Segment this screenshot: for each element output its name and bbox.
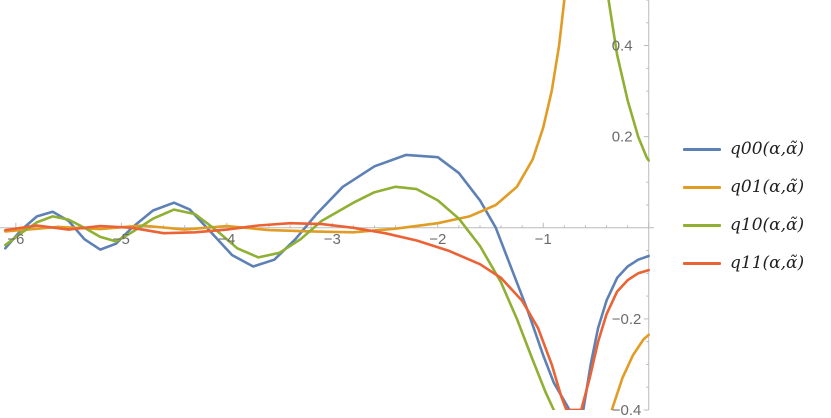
x-tick-label: −1	[535, 231, 552, 248]
legend-item-q11: q11(α,α̃)	[683, 244, 804, 282]
series-line-1-seg-1	[610, 333, 650, 410]
series-line-2-seg-0	[4, 185, 556, 410]
legend-item-q01: q01(α,α̃)	[683, 168, 804, 206]
series-line-3-seg-0	[4, 221, 650, 410]
legend-swatch-q00	[683, 147, 721, 151]
x-tick-label: −5	[113, 231, 130, 248]
x-tick-label: −3	[324, 231, 341, 248]
series-line-2-seg-1	[607, 0, 650, 162]
legend-item-q10: q10(α,α̃)	[683, 206, 804, 244]
legend-label-q01: q01(α,α̃)	[730, 177, 805, 197]
y-tick-label: 0.2	[612, 129, 633, 146]
tick-labels: −6 −5 −4 −3 −2 −1 −0.4 −0.2 0.2 0.4	[7, 38, 641, 418]
legend-swatch-q10	[683, 223, 721, 227]
legend-item-q00: q00(α,α̃)	[683, 130, 804, 168]
legend-swatch-q11	[683, 261, 721, 265]
x-tick-label: −6	[7, 231, 24, 248]
x-tick-label: −4	[218, 231, 235, 248]
series-line-1-seg-0	[4, 0, 566, 234]
series-layer	[4, 0, 650, 410]
legend-swatch-q01	[683, 185, 721, 189]
axis-ticks	[15, 0, 650, 411]
legend-label-q00: q00(α,α̃)	[730, 139, 805, 159]
x-tick-label: −2	[429, 231, 446, 248]
y-tick-label: −0.4	[612, 402, 642, 418]
legend-label-q10: q10(α,α̃)	[730, 215, 805, 235]
y-tick-label: −0.2	[612, 311, 642, 328]
legend-label-q11: q11(α,α̃)	[730, 253, 805, 273]
series-line-0-seg-0	[4, 153, 650, 410]
y-tick-label: 0.4	[612, 38, 633, 55]
legend: q00(α,α̃) q01(α,α̃) q10(α,α̃) q11(α,α̃)	[683, 130, 804, 282]
